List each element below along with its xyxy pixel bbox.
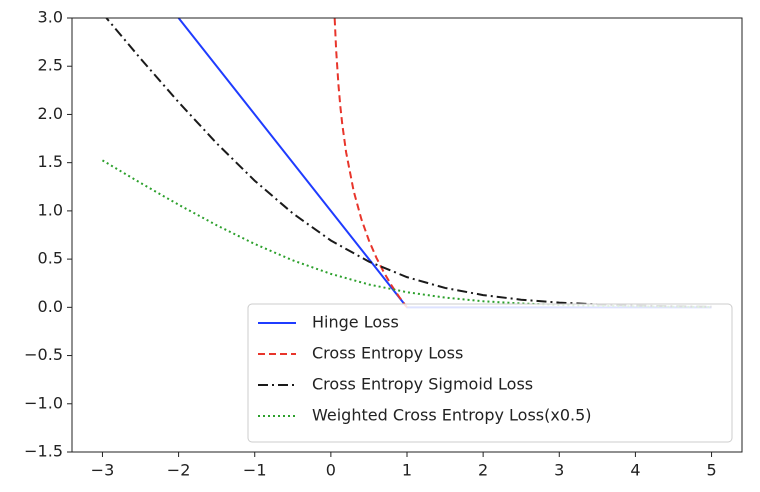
y-tick-label: 1.5 — [38, 152, 63, 171]
series-line — [105, 18, 712, 308]
legend-box — [247, 303, 733, 443]
y-tick-label: 3.0 — [38, 8, 63, 27]
legend-label: Cross Entropy Loss — [312, 344, 463, 363]
x-tick-label: 2 — [478, 461, 488, 480]
x-tick-label: 0 — [326, 461, 336, 480]
series-line — [101, 159, 712, 309]
legend-label: Cross Entropy Sigmoid Loss — [312, 375, 533, 394]
y-tick-label: 0.0 — [38, 297, 63, 316]
y-tick-label: 1.0 — [38, 200, 63, 219]
plot-frame — [71, 17, 743, 453]
x-tick-label: 5 — [706, 461, 716, 480]
x-tick-label: 3 — [554, 461, 564, 480]
y-tick-label: −0.5 — [24, 345, 63, 364]
series-line — [333, 18, 408, 308]
x-tick-label: −1 — [243, 461, 267, 480]
y-tick-label: −1.0 — [24, 393, 63, 412]
y-tick-label: 2.0 — [38, 104, 63, 123]
x-tick-label: 4 — [630, 461, 640, 480]
y-tick-label: 0.5 — [38, 249, 63, 268]
legend-label: Weighted Cross Entropy Loss(x0.5) — [312, 406, 592, 425]
series-line — [177, 18, 712, 309]
x-tick-label: 1 — [402, 461, 412, 480]
y-tick-label: −1.5 — [24, 442, 63, 461]
x-tick-label: −2 — [167, 461, 191, 480]
legend-label: Hinge Loss — [312, 313, 399, 332]
y-tick-label: 2.5 — [38, 56, 63, 75]
x-tick-label: −3 — [91, 461, 115, 480]
